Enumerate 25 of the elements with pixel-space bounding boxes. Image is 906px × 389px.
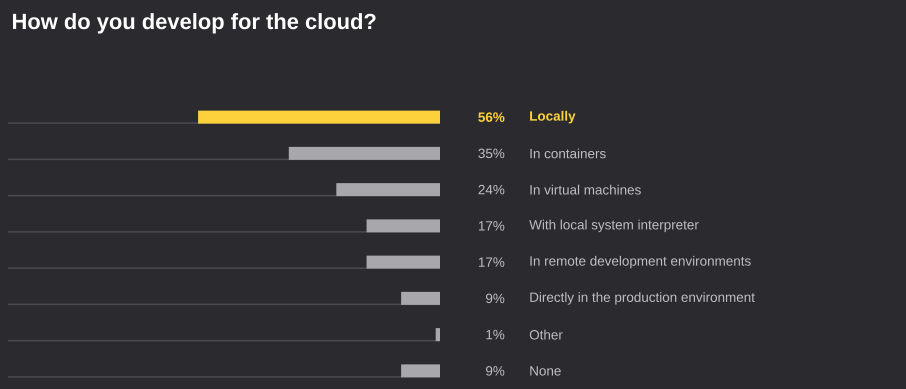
data-label: 1% — [486, 330, 504, 340]
bar — [198, 110, 440, 124]
y-tick-label: Locally — [530, 110, 576, 124]
y-tick-label: Other — [530, 330, 563, 340]
data-label: 56% — [478, 112, 504, 122]
data-label: 17% — [478, 257, 504, 267]
y-tick-label: With local system interpreter — [529, 220, 699, 232]
bar — [401, 364, 440, 378]
bar — [288, 146, 440, 160]
y-tick-label: In remote development environments — [530, 256, 751, 268]
bar — [366, 256, 440, 269]
y-tick-label: In containers — [530, 148, 606, 158]
chart-title: How do you develop for the cloud? — [12, 13, 376, 34]
bar — [401, 292, 440, 305]
bar — [436, 328, 440, 342]
y-tick-label: Directly in the production environment — [530, 292, 755, 305]
data-label: 9% — [486, 294, 504, 304]
data-label: 9% — [486, 366, 504, 376]
bar — [336, 183, 440, 196]
data-label: 35% — [478, 148, 504, 158]
data-label: 24% — [478, 184, 504, 194]
bar — [366, 219, 440, 232]
y-tick-label: In virtual machines — [530, 184, 641, 195]
y-tick-label: None — [530, 366, 561, 376]
data-label: 17% — [478, 221, 504, 231]
